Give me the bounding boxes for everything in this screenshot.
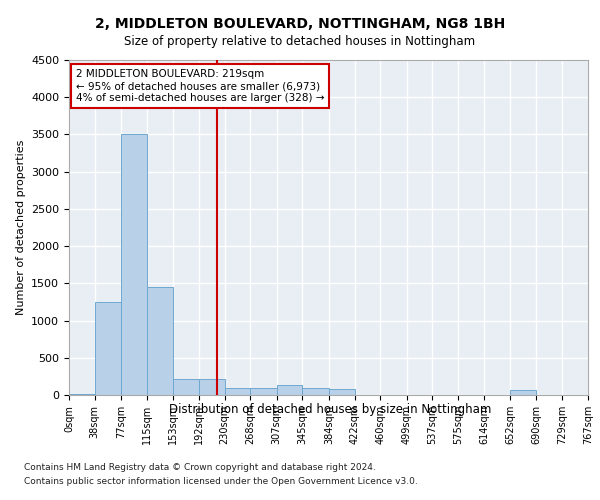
Bar	[302, 388, 329, 395]
Bar	[173, 378, 199, 395]
Text: 2 MIDDLETON BOULEVARD: 219sqm
← 95% of detached houses are smaller (6,973)
4% of: 2 MIDDLETON BOULEVARD: 219sqm ← 95% of d…	[76, 70, 324, 102]
Bar	[147, 287, 173, 395]
Bar	[510, 390, 536, 395]
Bar	[95, 302, 121, 395]
Text: Contains public sector information licensed under the Open Government Licence v3: Contains public sector information licen…	[24, 477, 418, 486]
Text: Size of property relative to detached houses in Nottingham: Size of property relative to detached ho…	[124, 35, 476, 48]
Bar	[199, 378, 224, 395]
Y-axis label: Number of detached properties: Number of detached properties	[16, 140, 26, 315]
Bar	[329, 389, 355, 395]
Bar	[121, 134, 147, 395]
Text: Distribution of detached houses by size in Nottingham: Distribution of detached houses by size …	[169, 402, 491, 415]
Bar	[224, 388, 250, 395]
Bar	[250, 388, 277, 395]
Bar	[277, 386, 302, 395]
Text: 2, MIDDLETON BOULEVARD, NOTTINGHAM, NG8 1BH: 2, MIDDLETON BOULEVARD, NOTTINGHAM, NG8 …	[95, 18, 505, 32]
Text: Contains HM Land Registry data © Crown copyright and database right 2024.: Contains HM Land Registry data © Crown c…	[24, 464, 376, 472]
Bar	[69, 394, 95, 395]
